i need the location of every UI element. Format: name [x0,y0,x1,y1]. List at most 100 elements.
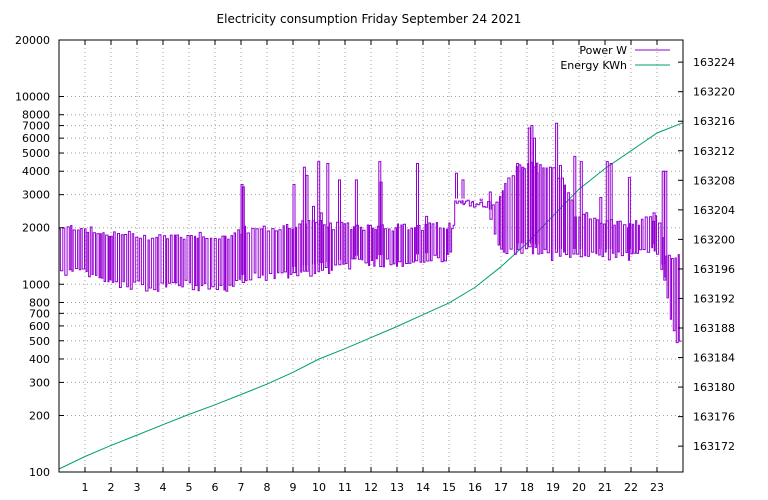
power-series [59,122,682,344]
y-left-tick-label: 500 [29,335,50,348]
y-right-tick-label: 163184 [693,352,735,365]
y-right-tick-label: 163212 [693,145,735,158]
y-right-tick-label: 163224 [693,56,735,69]
y-right-tick-label: 163200 [693,233,735,246]
energy-series [58,122,684,470]
y-left-tick-label: 600 [29,320,50,333]
power-spike [579,161,583,250]
y-left-tick-label: 8000 [22,109,50,122]
power-spike [627,177,631,250]
power-spike [605,161,609,250]
y-left-tick-label: 20000 [15,34,50,47]
y-left-tick-label: 6000 [22,132,50,145]
y-right-tick-label: 163192 [693,292,735,305]
x-tick-label: 10 [312,481,326,494]
power-spike [521,166,525,244]
y-left-tick-label: 300 [29,376,50,389]
y-right-tick-label: 163180 [693,381,735,394]
legend: Power W Energy KWh [560,44,670,72]
legend-label: Power W [579,44,627,57]
y-left-tick-label: 7000 [22,120,50,133]
power-spike [354,179,358,256]
y-left-tick-label: 2000 [22,222,50,235]
x-tick-label: 2 [108,481,115,494]
x-tick-label: 7 [238,481,245,494]
x-tick-label: 18 [520,481,534,494]
x-tick-label: 19 [546,481,560,494]
y-left-tick-label: 800 [29,296,50,309]
power-spike [240,183,244,276]
x-tick-label: 1 [82,481,89,494]
power-spike [559,164,562,250]
y-right-tick-label: 163172 [693,440,735,453]
power-spike [338,179,341,260]
energy-line [58,122,684,470]
y-right-tick-label: 163204 [693,204,735,217]
power-spike [516,162,520,244]
power-spike [530,125,534,244]
x-tick-label: 3 [134,481,141,494]
chart-title: Electricity consumption Friday September… [217,12,522,26]
x-tick-label: 14 [416,481,430,494]
x-tick-label: 13 [390,481,404,494]
power-spike [379,181,383,256]
y-left-tick-label: 700 [29,307,50,320]
power-spike [312,205,315,265]
y-right-tick-label: 163176 [693,411,735,424]
y-right-tick-label: 163188 [693,322,735,335]
power-spike [378,161,382,256]
x-tick-label: 21 [598,481,612,494]
x-tick-label: 17 [494,481,508,494]
power-spike [326,162,330,263]
power-spike [527,127,531,244]
y-right-tick-label: 163208 [693,174,735,187]
x-tick-label: 22 [624,481,638,494]
y-left-tick-label: 200 [29,409,50,422]
power-spike [425,215,429,254]
power-spike [535,172,539,245]
x-tick-label: 5 [186,481,193,494]
power-spike [461,179,465,199]
x-tick-label: 23 [650,481,664,494]
x-tick-label: 6 [212,481,219,494]
power-line [59,161,682,344]
power-spike [661,170,665,265]
power-spike [488,191,492,210]
power-spike [416,162,419,255]
power-spike [302,166,306,266]
power-spike [609,162,613,250]
x-tick-label: 12 [364,481,378,494]
y-right-tick-label: 163196 [693,263,735,276]
power-spike [555,122,559,250]
y-right-tick-label: 163220 [693,86,735,99]
legend-label: Energy KWh [560,59,627,72]
x-tick-label: 15 [442,481,456,494]
y-left-tick-label: 5000 [22,147,50,160]
x-tick-label: 16 [468,481,482,494]
y-left-tick-label: 10000 [15,91,50,104]
power-spike [319,212,323,264]
x-tick-label: 11 [338,481,352,494]
x-tick-label: 20 [572,481,586,494]
x-tick-label: 8 [264,481,271,494]
axes: 1 2 3 4 5 6 7 8 9 10 11 12 13 14 15 16 17 18 19 20 21 22 23100… [15,34,735,494]
power-spike [241,186,245,275]
y-left-tick-label: 1000 [22,278,50,291]
x-tick-label: 4 [160,481,167,494]
y-left-tick-label: 4000 [22,165,50,178]
power-spike [292,183,296,267]
power-spike [533,137,536,244]
power-spike [305,174,309,266]
power-spike [664,170,668,278]
power-spike [317,161,321,264]
power-spike [573,155,577,250]
power-spike [479,198,483,201]
power-spike [455,172,458,199]
power-spike [599,196,603,250]
y-right-tick-label: 163216 [693,115,735,128]
y-left-tick-label: 100 [29,466,50,479]
x-tick-label: 9 [290,481,297,494]
y-left-tick-label: 400 [29,353,50,366]
power-spike [652,212,656,245]
